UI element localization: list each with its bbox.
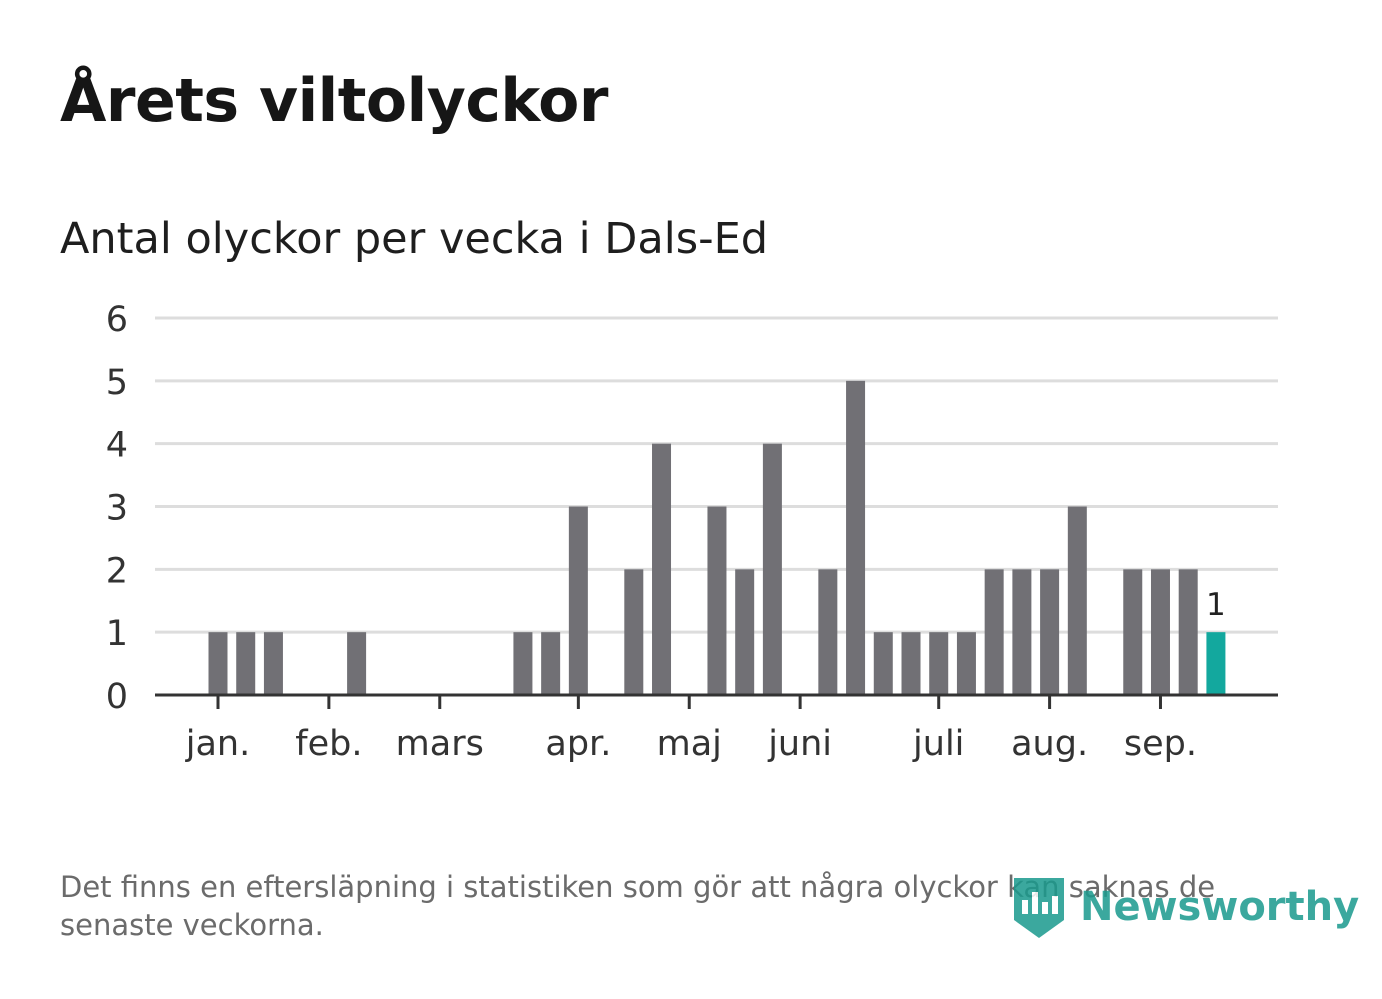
bar xyxy=(568,506,588,695)
chart-title: Årets viltolyckor xyxy=(60,66,609,136)
bar xyxy=(901,632,921,695)
brand-logo: Newsworthy xyxy=(1010,872,1359,942)
bar xyxy=(846,380,866,695)
bar xyxy=(1150,569,1170,695)
y-tick-label: 5 xyxy=(106,363,128,403)
bar xyxy=(956,632,976,695)
highlight-bar xyxy=(1206,632,1226,695)
y-tick-label: 0 xyxy=(106,677,128,717)
x-tick-label: jan. xyxy=(185,724,250,764)
bar xyxy=(1040,569,1060,695)
data-label: 1 xyxy=(1206,587,1226,623)
bar xyxy=(624,569,644,695)
x-tick-label: apr. xyxy=(545,724,611,764)
bar xyxy=(263,632,283,695)
bar xyxy=(347,632,367,695)
bar xyxy=(762,443,782,695)
x-tick-label: aug. xyxy=(1011,724,1088,764)
bar xyxy=(1012,569,1032,695)
bar xyxy=(873,632,893,695)
x-tick-label: sep. xyxy=(1124,724,1197,764)
bar xyxy=(652,443,672,695)
bar xyxy=(236,632,256,695)
y-tick-label: 2 xyxy=(106,551,128,591)
y-tick-label: 3 xyxy=(106,489,128,529)
bar xyxy=(513,632,533,695)
x-tick-label: maj xyxy=(657,724,722,764)
chart-subtitle: Antal olyckor per vecka i Dals-Ed xyxy=(60,214,769,264)
y-tick-label: 4 xyxy=(106,426,128,466)
bar xyxy=(541,632,561,695)
x-tick-label: juli xyxy=(912,724,964,764)
y-tick-label: 6 xyxy=(106,300,128,340)
bar-chart: 0 1 2 3 4 5 6 jan. feb. mars apr. maj juni juli aug. se… xyxy=(106,300,1278,764)
bar xyxy=(984,569,1004,695)
bar xyxy=(208,632,228,695)
bar xyxy=(735,569,755,695)
bar xyxy=(1123,569,1143,695)
bar xyxy=(818,569,838,695)
x-tick-label: mars xyxy=(396,724,484,764)
newsworthy-logo-icon xyxy=(1014,878,1064,938)
x-tick-label: feb. xyxy=(295,724,362,764)
bar xyxy=(1178,569,1198,695)
bar xyxy=(707,506,727,695)
y-tick-label: 1 xyxy=(106,614,128,654)
bar xyxy=(1067,506,1087,695)
x-tick-label: juni xyxy=(767,724,832,764)
brand-name: Newsworthy xyxy=(1080,884,1360,930)
bar xyxy=(929,632,949,695)
